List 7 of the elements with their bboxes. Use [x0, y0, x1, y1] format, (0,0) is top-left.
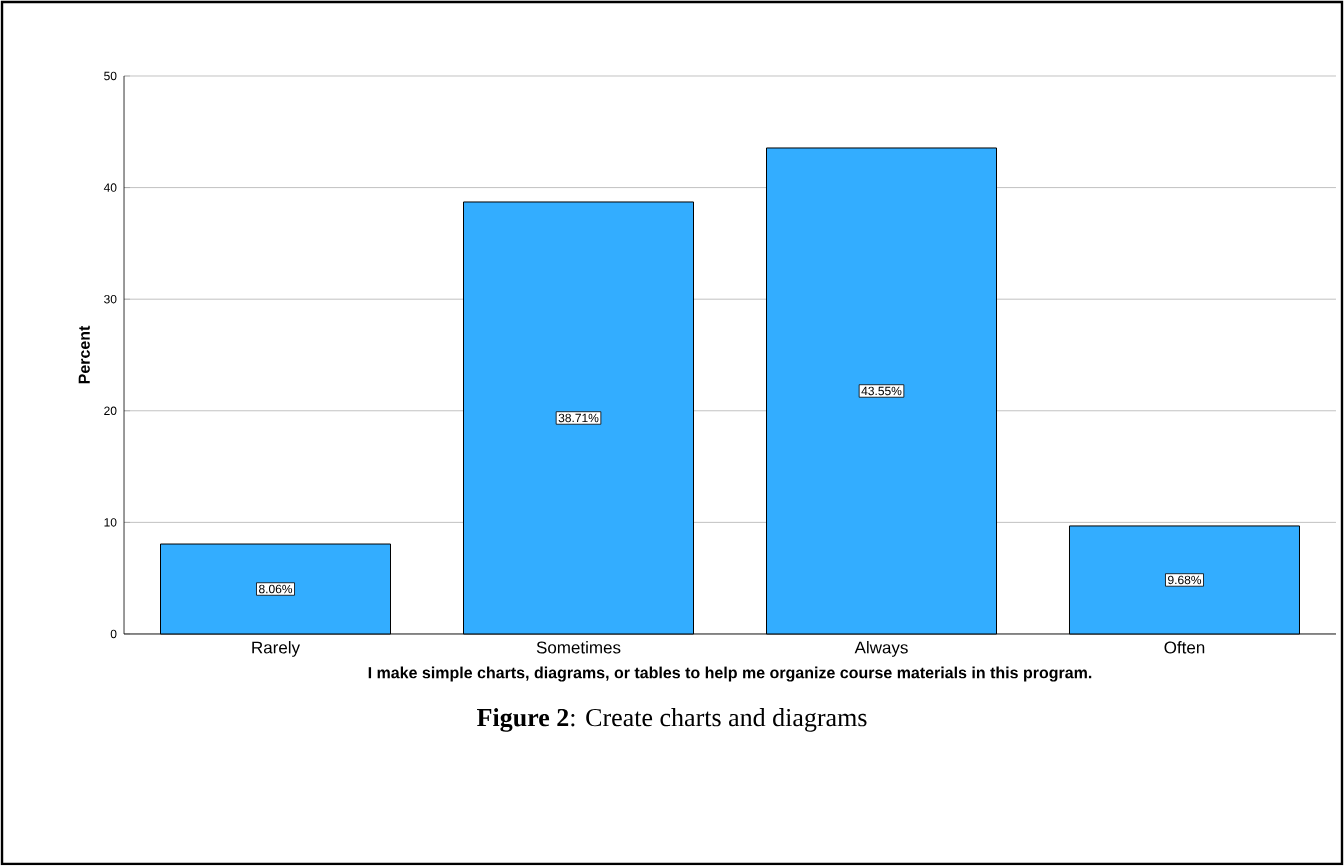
text: Figure 2: Create charts and diagrams — [477, 708, 867, 732]
x-tick-label: Always — [854, 641, 908, 657]
x-tick-label: Rarely — [252, 641, 301, 657]
x-tick-label: Sometimes — [536, 641, 621, 654]
y-axis-title: Percent — [78, 325, 90, 384]
x-tick-label: Often — [1164, 641, 1205, 654]
x-axis-title: I make simple charts, diagrams, or tables to help me organize course materials in this program. — [368, 666, 1092, 682]
